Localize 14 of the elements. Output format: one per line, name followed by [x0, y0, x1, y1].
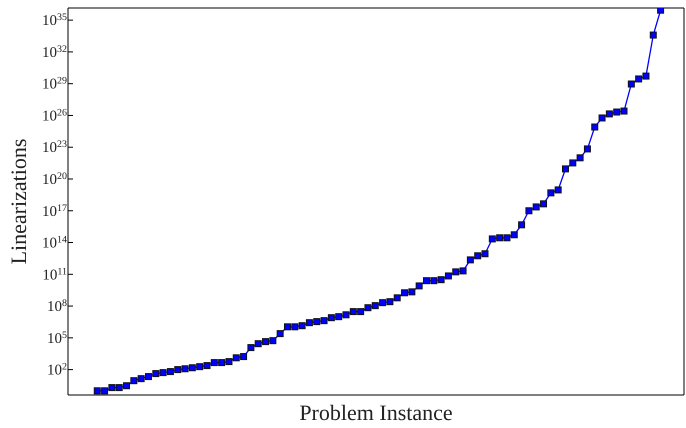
- y-tick-label: 10$^{8}$: [47, 298, 67, 316]
- y-tick-label: 10$^{23}$: [42, 138, 67, 156]
- y-tick-label: 10$^{2}$: [47, 361, 67, 379]
- y-tick-label: 10$^{17}$: [42, 202, 67, 220]
- y-tick-label: 10$^{5}$: [47, 329, 67, 347]
- y-tick-label: 10$^{11}$: [42, 266, 67, 284]
- y-tick-label: 10$^{14}$: [42, 234, 67, 252]
- y-tick-label: 10$^{35}$: [42, 12, 67, 30]
- x-axis-title: Problem Instance: [299, 400, 453, 425]
- y-tick-label: 10$^{29}$: [42, 75, 67, 93]
- y-tick-label: 10$^{32}$: [42, 43, 67, 61]
- y-tick-label: 10$^{20}$: [42, 170, 67, 188]
- y-tick-label: 10$^{26}$: [42, 106, 67, 124]
- y-axis-title: Linearizations: [6, 138, 31, 264]
